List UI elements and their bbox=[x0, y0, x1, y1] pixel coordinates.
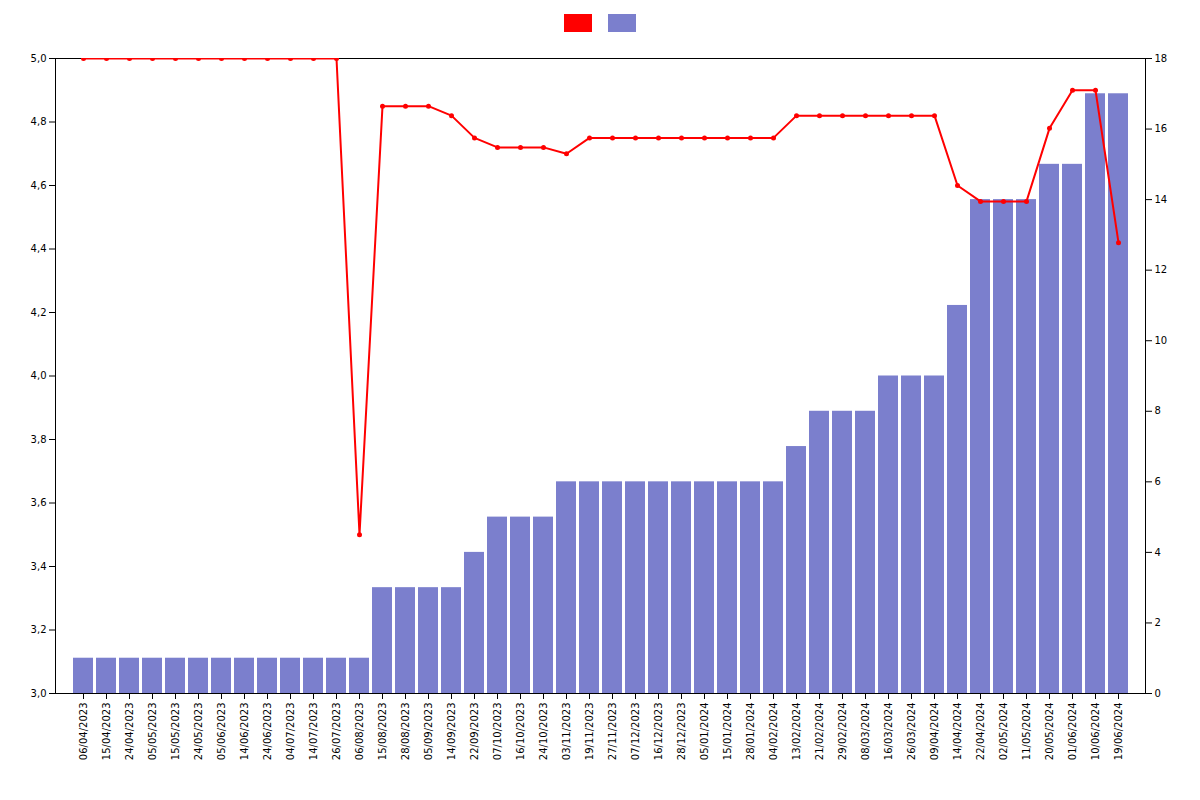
svg-text:19/11/2023: 19/11/2023 bbox=[584, 703, 595, 761]
svg-text:01/06/2024: 01/06/2024 bbox=[1067, 703, 1078, 761]
svg-text:8: 8 bbox=[1155, 405, 1161, 416]
svg-text:4,0: 4,0 bbox=[31, 370, 47, 381]
svg-text:4,6: 4,6 bbox=[31, 180, 47, 191]
svg-text:10: 10 bbox=[1155, 335, 1168, 346]
svg-text:11/05/2024: 11/05/2024 bbox=[1021, 703, 1032, 761]
svg-text:18: 18 bbox=[1155, 53, 1168, 64]
svg-text:07/10/2023: 07/10/2023 bbox=[492, 703, 503, 761]
svg-text:04/02/2024: 04/02/2024 bbox=[768, 703, 779, 761]
svg-text:28/01/2024: 28/01/2024 bbox=[745, 703, 756, 761]
svg-text:15/08/2023: 15/08/2023 bbox=[377, 703, 388, 761]
svg-text:12: 12 bbox=[1155, 264, 1168, 275]
svg-text:05/09/2023: 05/09/2023 bbox=[423, 703, 434, 761]
svg-text:14: 14 bbox=[1155, 194, 1168, 205]
svg-text:09/04/2024: 09/04/2024 bbox=[929, 703, 940, 761]
svg-text:22/04/2024: 22/04/2024 bbox=[975, 703, 986, 761]
svg-text:29/02/2024: 29/02/2024 bbox=[837, 703, 848, 761]
svg-text:24/10/2023: 24/10/2023 bbox=[538, 703, 549, 761]
svg-text:28/12/2023: 28/12/2023 bbox=[676, 703, 687, 761]
svg-text:24/04/2023: 24/04/2023 bbox=[124, 703, 135, 761]
svg-text:06/04/2023: 06/04/2023 bbox=[78, 703, 89, 761]
svg-text:4,8: 4,8 bbox=[31, 116, 47, 127]
svg-text:4,2: 4,2 bbox=[31, 307, 47, 318]
svg-text:3,8: 3,8 bbox=[31, 434, 47, 445]
svg-text:4: 4 bbox=[1155, 547, 1161, 558]
svg-text:08/03/2024: 08/03/2024 bbox=[860, 703, 871, 761]
svg-text:2: 2 bbox=[1155, 617, 1161, 628]
svg-text:15/01/2024: 15/01/2024 bbox=[722, 703, 733, 761]
svg-text:6: 6 bbox=[1155, 476, 1161, 487]
svg-text:13/02/2024: 13/02/2024 bbox=[791, 703, 802, 761]
svg-text:15/05/2023: 15/05/2023 bbox=[170, 703, 181, 761]
svg-text:16/10/2023: 16/10/2023 bbox=[515, 703, 526, 761]
svg-text:16: 16 bbox=[1155, 123, 1168, 134]
svg-text:07/12/2023: 07/12/2023 bbox=[630, 703, 641, 761]
svg-text:05/05/2023: 05/05/2023 bbox=[147, 703, 158, 761]
svg-text:24/05/2023: 24/05/2023 bbox=[193, 703, 204, 761]
svg-text:14/06/2023: 14/06/2023 bbox=[239, 703, 250, 761]
svg-text:20/05/2024: 20/05/2024 bbox=[1044, 703, 1055, 761]
svg-text:3,2: 3,2 bbox=[31, 624, 47, 635]
svg-text:21/02/2024: 21/02/2024 bbox=[814, 703, 825, 761]
svg-text:26/07/2023: 26/07/2023 bbox=[331, 703, 342, 761]
svg-text:3,4: 3,4 bbox=[31, 561, 47, 572]
svg-text:04/07/2023: 04/07/2023 bbox=[285, 703, 296, 761]
svg-text:24/06/2023: 24/06/2023 bbox=[262, 703, 273, 761]
svg-text:03/11/2023: 03/11/2023 bbox=[561, 703, 572, 761]
svg-text:02/05/2024: 02/05/2024 bbox=[998, 703, 1009, 761]
svg-text:05/01/2024: 05/01/2024 bbox=[699, 703, 710, 761]
svg-text:14/09/2023: 14/09/2023 bbox=[446, 703, 457, 761]
svg-text:22/09/2023: 22/09/2023 bbox=[469, 703, 480, 761]
svg-text:15/04/2023: 15/04/2023 bbox=[101, 703, 112, 761]
svg-text:16/03/2024: 16/03/2024 bbox=[883, 703, 894, 761]
svg-text:3,6: 3,6 bbox=[31, 497, 47, 508]
svg-text:14/04/2024: 14/04/2024 bbox=[952, 703, 963, 761]
svg-text:05/06/2023: 05/06/2023 bbox=[216, 703, 227, 761]
svg-text:16/12/2023: 16/12/2023 bbox=[653, 703, 664, 761]
svg-text:28/08/2023: 28/08/2023 bbox=[400, 703, 411, 761]
svg-text:5,0: 5,0 bbox=[31, 53, 47, 64]
svg-text:4,4: 4,4 bbox=[31, 243, 47, 254]
svg-text:27/11/2023: 27/11/2023 bbox=[607, 703, 618, 761]
svg-text:19/06/2024: 19/06/2024 bbox=[1113, 703, 1124, 761]
svg-text:06/08/2023: 06/08/2023 bbox=[354, 703, 365, 761]
svg-text:14/07/2023: 14/07/2023 bbox=[308, 703, 319, 761]
svg-text:0: 0 bbox=[1155, 688, 1161, 699]
svg-text:10/06/2024: 10/06/2024 bbox=[1090, 703, 1101, 761]
svg-text:26/03/2024: 26/03/2024 bbox=[906, 703, 917, 761]
svg-text:3,0: 3,0 bbox=[31, 688, 47, 699]
